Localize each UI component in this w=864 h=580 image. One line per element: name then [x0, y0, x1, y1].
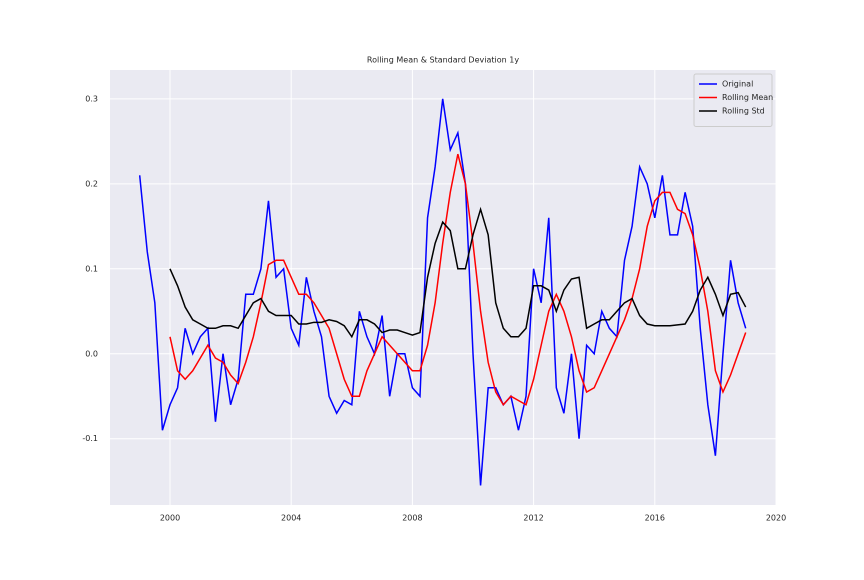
x-tick-label: 2000: [160, 514, 180, 523]
chart-title: Rolling Mean & Standard Deviation 1y: [367, 56, 519, 65]
series-line: [169, 206, 747, 339]
legend-label: Rolling Std: [722, 107, 765, 116]
y-tick-label: -0.1: [82, 434, 98, 443]
series-line: [138, 98, 747, 486]
x-tick-label: 2008: [402, 514, 422, 523]
legend-label: Rolling Mean: [722, 93, 773, 102]
y-tick-label: 0.2: [85, 179, 98, 188]
plot-area: [110, 70, 776, 505]
series-line: [169, 153, 747, 407]
y-tick-label: 0.1: [85, 264, 98, 273]
x-tick-label: 2020: [766, 514, 786, 523]
x-tick-label: 2012: [523, 514, 543, 523]
x-tick-label: 2004: [281, 514, 301, 523]
legend-label: Original: [722, 80, 753, 89]
legend-box: [693, 73, 773, 127]
y-tick-label: 0.3: [85, 94, 98, 103]
x-tick-label: 2016: [645, 514, 665, 523]
y-tick-label: 0.0: [85, 349, 98, 358]
